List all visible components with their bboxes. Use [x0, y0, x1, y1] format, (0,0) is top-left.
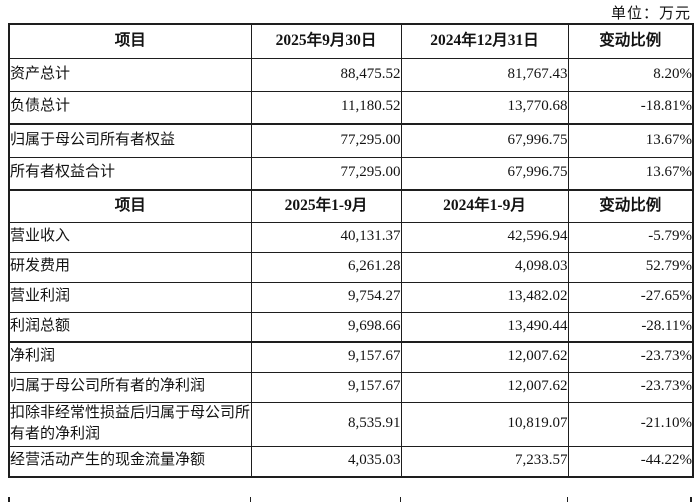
row-label: 利润总额: [8, 311, 252, 343]
stub-border-left: [8, 497, 10, 502]
change-ratio-cell: -27.65%: [567, 281, 694, 313]
stub-border-col2: [400, 497, 401, 502]
table-row: 归属于母公司所有者权益 77,295.00 67,996.75 13.67%: [8, 123, 694, 158]
value-cell: 67,996.75: [400, 123, 569, 158]
row-label: 营业利润: [8, 281, 252, 313]
table-row: 研发费用 6,261.28 4,098.03 52.79%: [8, 251, 694, 283]
value-cell: 77,295.00: [250, 156, 402, 191]
table-row: 营业收入 40,131.37 42,596.94 -5.79%: [8, 221, 694, 253]
row-label: 净利润: [8, 341, 252, 373]
change-ratio-cell: -21.10%: [567, 401, 694, 447]
row-label: 负债总计: [8, 90, 252, 125]
change-ratio-cell: 13.67%: [567, 123, 694, 158]
stub-border-col1: [250, 497, 251, 502]
value-cell: 9,698.66: [250, 311, 402, 343]
value-cell: 42,596.94: [400, 221, 569, 253]
financial-table-body: 项目 2025年9月30日 2024年12月31日 变动比例 资产总计 88,475.52…: [8, 23, 694, 477]
row-label: 研发费用: [8, 251, 252, 283]
header-cell: 变动比例: [567, 189, 694, 223]
table-row: 经营活动产生的现金流量净额 4,035.03 7,233.57 -44.22%: [8, 446, 694, 477]
table-header-row: 项目 2025年1-9月 2024年1-9月 变动比例: [8, 189, 694, 223]
table-continuation-stub: [8, 497, 692, 502]
stub-border-right: [690, 497, 692, 502]
row-label: 营业收入: [8, 221, 252, 253]
value-cell: 11,180.52: [250, 90, 402, 125]
header-cell: 变动比例: [567, 23, 694, 59]
row-label: 经营活动产生的现金流量净额: [8, 446, 252, 477]
header-cell: 2025年9月30日: [250, 23, 402, 59]
value-cell: 13,770.68: [400, 90, 569, 125]
table-row: 利润总额 9,698.66 13,490.44 -28.11%: [8, 311, 694, 343]
change-ratio-cell: -5.79%: [567, 221, 694, 253]
value-cell: 88,475.52: [250, 57, 402, 92]
table-row: 归属于母公司所有者的净利润 9,157.67 12,007.62 -23.73%: [8, 371, 694, 403]
row-label: 资产总计: [8, 57, 252, 92]
unit-note: 单位：万元: [610, 6, 691, 22]
change-ratio-cell: -28.11%: [567, 311, 694, 343]
value-cell: 67,996.75: [400, 156, 569, 191]
value-cell: 9,157.67: [250, 341, 402, 373]
change-ratio-cell: 8.20%: [567, 57, 694, 92]
table-row: 负债总计 11,180.52 13,770.68 -18.81%: [8, 90, 694, 125]
table-row: 净利润 9,157.67 12,007.62 -23.73%: [8, 341, 694, 373]
table-row: 扣除非经常性损益后归属于母公司所有者的净利润 8,535.91 10,819.07-…: [8, 401, 694, 447]
change-ratio-cell: 52.79%: [567, 251, 694, 283]
table-row: 营业利润 9,754.27 13,482.02 -27.65%: [8, 281, 694, 313]
header-cell: 2025年1-9月: [250, 189, 402, 223]
value-cell: 4,035.03: [250, 446, 402, 477]
stub-border-col3: [567, 497, 568, 502]
value-cell: 77,295.00: [250, 123, 402, 158]
row-label: 归属于母公司所有者权益: [8, 123, 252, 158]
value-cell: 6,261.28: [250, 251, 402, 283]
change-ratio-cell: 13.67%: [567, 156, 694, 191]
row-label: 所有者权益合计: [8, 156, 252, 191]
value-cell: 7,233.57: [400, 446, 569, 477]
change-ratio-cell: -18.81%: [567, 90, 694, 125]
change-ratio-cell: -23.73%: [567, 341, 694, 373]
table-header-row: 项目 2025年9月30日 2024年12月31日 变动比例: [8, 23, 694, 59]
header-cell: 2024年1-9月: [400, 189, 569, 223]
header-cell-item: 项目: [8, 189, 252, 223]
row-label: 扣除非经常性损益后归属于母公司所有者的净利润: [8, 401, 252, 447]
row-label: 归属于母公司所有者的净利润: [8, 371, 252, 403]
header-cell-item: 项目: [8, 23, 252, 59]
value-cell: 10,819.07: [400, 401, 569, 447]
value-cell: 4,098.03: [400, 251, 569, 283]
value-cell: 12,007.62: [400, 341, 569, 373]
value-cell: 12,007.62: [400, 371, 569, 403]
table-row: 所有者权益合计 77,295.00 67,996.75 13.67%: [8, 156, 694, 191]
value-cell: 9,157.67: [250, 371, 402, 403]
value-cell: 81,767.43: [400, 57, 569, 92]
change-ratio-cell: -23.73%: [567, 371, 694, 403]
value-cell: 13,482.02: [400, 281, 569, 313]
value-cell: 13,490.44: [400, 311, 569, 343]
value-cell: 8,535.91: [250, 401, 402, 447]
financial-table: 项目 2025年9月30日 2024年12月31日 变动比例 资产总计 88,475.52…: [8, 23, 694, 478]
value-cell: 40,131.37: [250, 221, 402, 253]
header-cell: 2024年12月31日: [400, 23, 569, 59]
change-ratio-cell: -44.22%: [567, 446, 694, 477]
table-row: 资产总计 88,475.52 81,767.43 8.20%: [8, 57, 694, 92]
value-cell: 9,754.27: [250, 281, 402, 313]
